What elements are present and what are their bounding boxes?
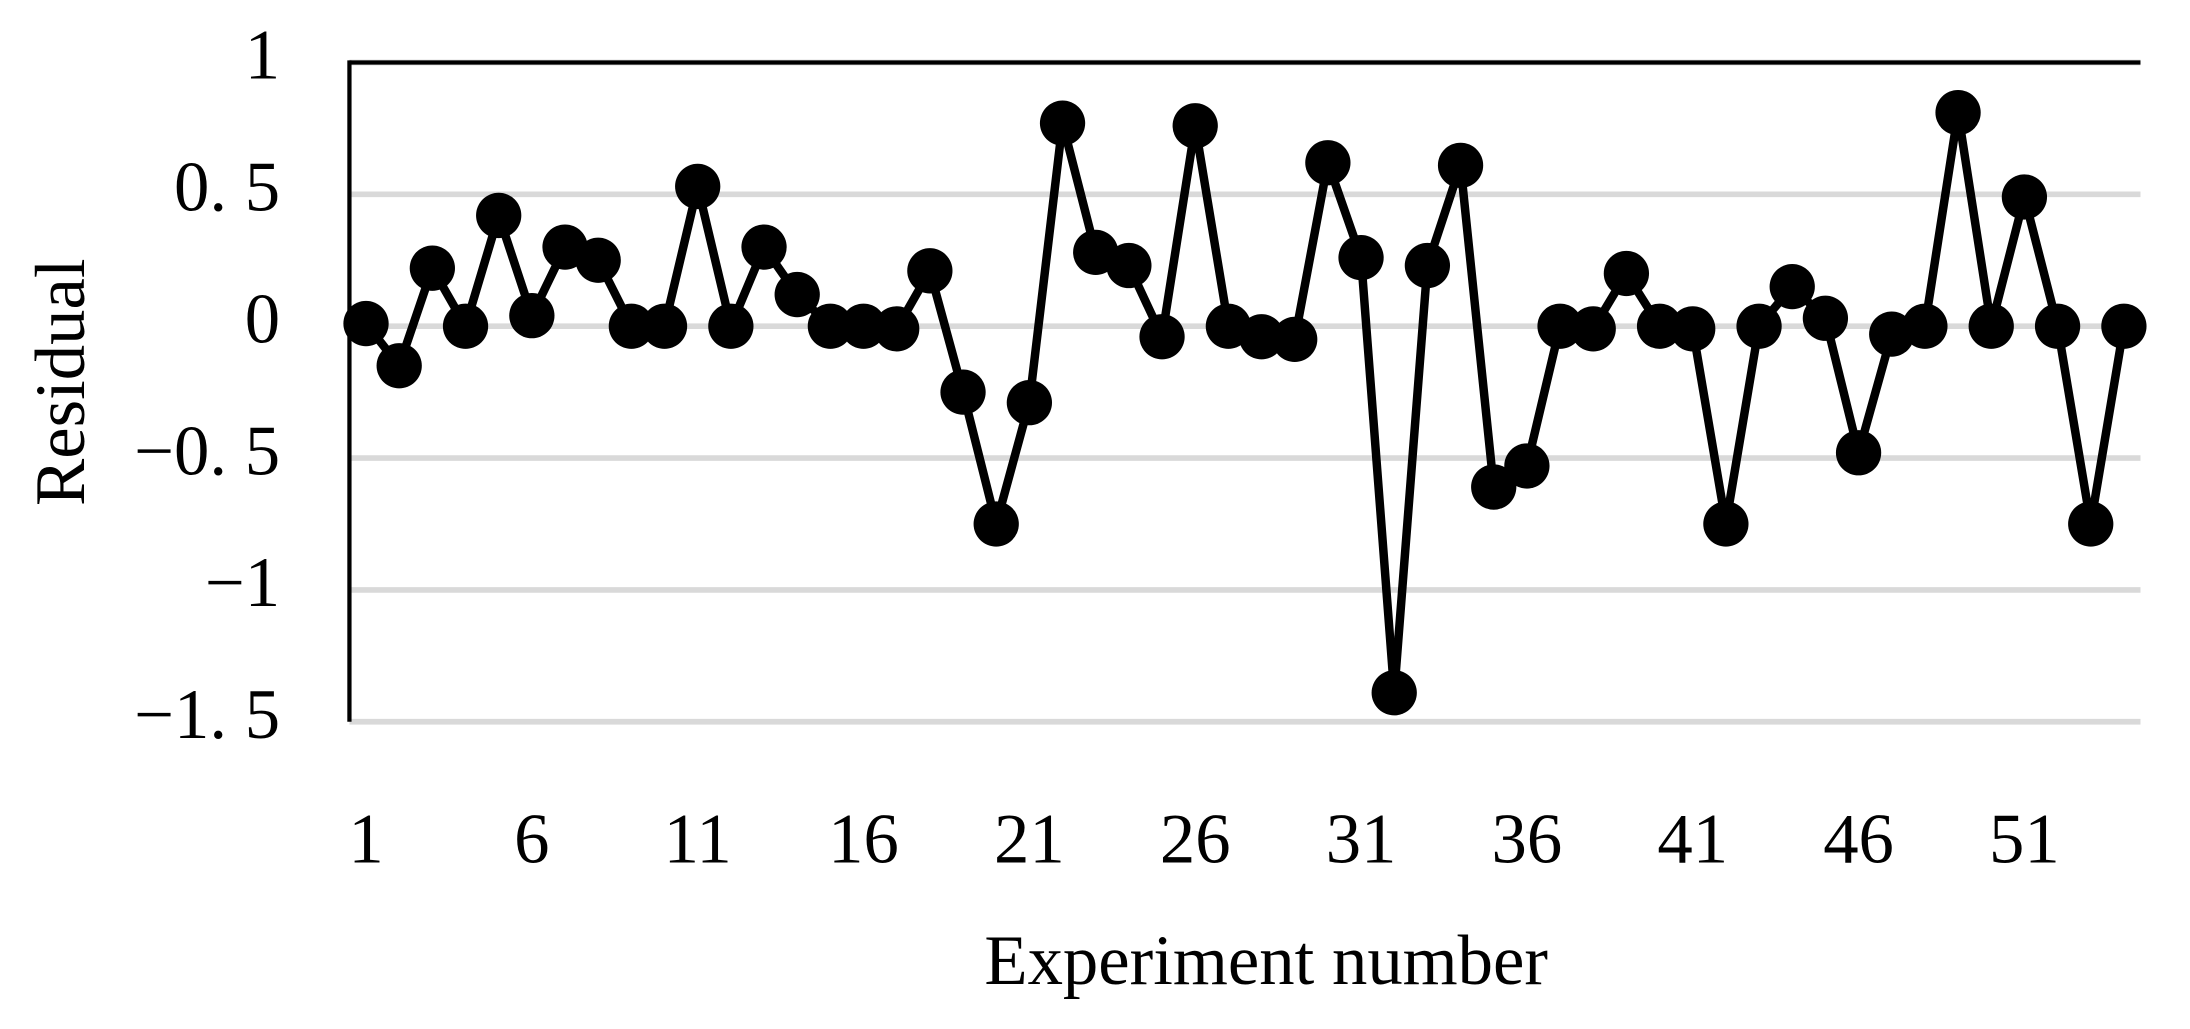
data-point xyxy=(1636,303,1683,349)
data-point xyxy=(1039,100,1086,146)
data-point xyxy=(2001,174,2048,220)
x-axis-title: Experiment number xyxy=(984,922,1548,1000)
data-point xyxy=(343,300,389,347)
x-tick-label: 11 xyxy=(664,800,732,878)
data-point xyxy=(1769,264,1815,310)
data-point xyxy=(1504,443,1550,489)
data-point xyxy=(1537,303,1583,349)
data-point xyxy=(1802,295,1849,341)
data-point xyxy=(1902,303,1948,349)
data-point xyxy=(575,237,621,283)
data-point xyxy=(1935,89,1981,136)
x-tick-label: 46 xyxy=(1823,800,1894,878)
x-tick-label: 36 xyxy=(1492,800,1563,878)
data-point xyxy=(1404,242,1451,289)
data-point xyxy=(1603,250,1650,297)
data-point xyxy=(1172,103,1218,149)
data-point xyxy=(409,245,455,291)
y-tick-label: −1 xyxy=(205,544,280,622)
series-line xyxy=(362,108,2129,697)
data-point xyxy=(1835,430,1882,476)
data-point xyxy=(807,303,854,349)
data-point xyxy=(1968,303,2014,349)
data-point xyxy=(1670,306,1716,352)
data-point xyxy=(2068,501,2114,547)
x-tick-label: 16 xyxy=(828,800,899,878)
y-tick-label: −0. 5 xyxy=(134,412,280,490)
data-point xyxy=(1238,314,1285,360)
x-tick-label: 31 xyxy=(1326,800,1397,878)
data-point xyxy=(1371,670,1417,716)
y-tick-label: −1. 5 xyxy=(134,676,280,754)
data-point xyxy=(509,293,555,339)
x-tick-label: 6 xyxy=(514,800,549,878)
x-tick-label: 41 xyxy=(1657,800,1728,878)
data-point xyxy=(376,343,422,389)
data-point xyxy=(1703,501,1749,547)
data-point xyxy=(476,192,522,239)
data-point xyxy=(774,271,820,318)
data-point xyxy=(608,303,654,349)
x-tick-label: 51 xyxy=(1989,800,2060,878)
data-point xyxy=(1139,314,1185,360)
data-point xyxy=(973,501,1019,547)
y-tick-label: 1 xyxy=(245,17,280,95)
data-point xyxy=(708,303,754,349)
data-point xyxy=(1006,380,1053,426)
data-point xyxy=(1570,306,1616,352)
data-point xyxy=(840,303,887,349)
data-point xyxy=(1106,242,1152,289)
x-tick-label: 1 xyxy=(348,800,383,878)
data-point xyxy=(874,306,920,352)
data-point xyxy=(2034,303,2081,349)
data-point xyxy=(1736,303,1782,349)
y-tick-label: 0 xyxy=(245,280,280,358)
data-point xyxy=(1471,464,1517,510)
x-tick-label: 26 xyxy=(1160,800,1231,878)
data-point xyxy=(442,303,489,349)
data-point xyxy=(1437,142,1484,188)
data-point xyxy=(641,303,688,349)
x-tick-label: 21 xyxy=(994,800,1065,878)
data-point xyxy=(675,163,721,210)
data-point xyxy=(907,248,953,294)
data-point xyxy=(1338,235,1384,281)
data-point xyxy=(741,224,787,270)
y-tick-label: 0. 5 xyxy=(174,149,280,227)
data-point xyxy=(1305,140,1351,186)
y-axis-title: Residual xyxy=(22,258,100,505)
data-point xyxy=(2101,303,2147,349)
data-point xyxy=(940,369,986,415)
data-point xyxy=(1272,316,1318,363)
